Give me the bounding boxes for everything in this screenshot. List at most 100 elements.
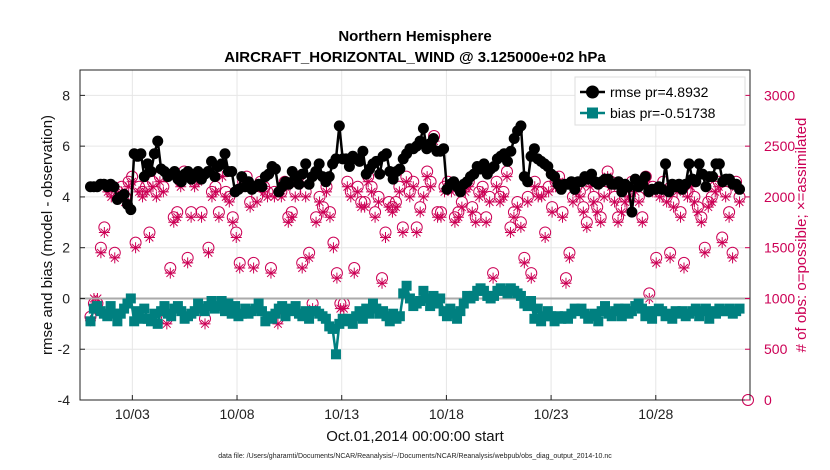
obs-assimilated-point	[501, 171, 513, 183]
bias-point	[226, 308, 237, 319]
y-right-tick-label: 500	[764, 341, 788, 357]
rmse-point	[639, 171, 651, 183]
bias-point	[156, 306, 167, 317]
obs-assimilated-point	[182, 257, 194, 269]
obs-assimilated-point	[251, 196, 263, 208]
bias-point	[677, 306, 688, 317]
rmse-point	[293, 178, 305, 190]
obs-assimilated-point	[248, 262, 260, 274]
bias-point	[549, 316, 560, 327]
obs-assimilated-point	[536, 191, 548, 203]
bias-point	[371, 303, 382, 314]
bias-point	[441, 311, 452, 322]
bias-point	[105, 301, 116, 312]
bias-point	[347, 318, 358, 329]
bias-point	[287, 306, 298, 317]
rmse-point	[660, 158, 672, 170]
obs-assimilated-point	[470, 216, 482, 228]
obs-assimilated-point	[636, 216, 648, 228]
bias-point	[394, 311, 405, 322]
obs-assimilated-point	[303, 252, 315, 264]
bias-point	[637, 303, 648, 314]
bias-point	[421, 293, 432, 304]
bias-point	[135, 313, 146, 324]
obs-assimilated-point	[664, 252, 676, 264]
rmse-point	[707, 171, 719, 183]
bias-point	[532, 303, 543, 314]
bias-point	[354, 306, 365, 317]
obs-assimilated-point	[98, 226, 110, 238]
rmse-point	[269, 163, 281, 175]
obs-assimilated-point	[95, 247, 107, 259]
bias-point	[546, 311, 557, 322]
bias-point	[159, 301, 170, 312]
obs-assimilated-point	[616, 206, 628, 218]
obs-assimilated-point	[425, 181, 437, 193]
bias-point	[458, 298, 469, 309]
bias-point	[445, 303, 456, 314]
bias-point	[351, 311, 362, 322]
obs-assimilated-point	[525, 272, 537, 284]
rmse-point	[313, 158, 325, 170]
bias-point	[468, 290, 479, 301]
bias-point	[300, 306, 311, 317]
x-axis-label: Oct.01,2014 00:00:00 start	[326, 428, 504, 445]
bias-point	[250, 303, 261, 314]
bias-point	[694, 311, 705, 322]
legend: rmse pr=4.8932 bias pr=-0.51738	[574, 76, 746, 126]
x-tick-label: 10/23	[534, 406, 569, 422]
bias-point	[216, 296, 227, 306]
bias-point	[166, 311, 177, 322]
bias-point	[626, 306, 637, 317]
obs-assimilated-point	[300, 191, 312, 203]
bias-point	[724, 303, 735, 314]
obs-assimilated-point	[619, 196, 631, 208]
obs-assimilated-point	[352, 186, 364, 198]
obs-assimilated-point	[223, 196, 235, 208]
bias-point	[206, 296, 217, 306]
obs-assimilated-point	[366, 186, 378, 198]
obs-assimilated-point	[515, 221, 527, 233]
obs-assimilated-point	[216, 171, 228, 183]
obs-assimilated-point	[504, 226, 516, 238]
y-axis-label: rmse and bias (model - observation)	[39, 115, 56, 355]
bias-point	[199, 306, 210, 317]
obs-assimilated-point	[511, 201, 523, 213]
obs-assimilated-point	[598, 191, 610, 203]
obs-assimilated-point	[702, 201, 714, 213]
bias-point	[172, 301, 183, 312]
obs-assimilated-point	[282, 216, 294, 228]
bias-point	[529, 313, 540, 324]
rmse-point	[108, 181, 120, 193]
x-tick-label: 10/28	[638, 406, 673, 422]
obs-assimilated-point	[629, 186, 641, 198]
obs-assimilated-point	[692, 206, 704, 218]
obs-assimilated-point	[473, 191, 485, 203]
rmse-point	[323, 171, 335, 183]
rmse-point	[152, 135, 164, 147]
obs-assimilated-point	[609, 196, 621, 208]
bias-point	[633, 298, 644, 309]
obs-assimilated-point	[168, 216, 180, 228]
obs-assimilated-point	[196, 211, 208, 223]
obs-assimilated-point	[227, 216, 239, 228]
rmse-point	[354, 155, 366, 167]
rmse-point	[226, 166, 238, 178]
obs-assimilated-point	[477, 186, 489, 198]
bias-point	[223, 298, 234, 309]
bias-point	[297, 311, 308, 322]
rmse-point	[522, 176, 534, 188]
bias-point	[526, 296, 537, 306]
rmse-point	[505, 145, 517, 157]
rmse-point	[219, 148, 231, 160]
obs-assimilated-point	[595, 216, 607, 228]
rmse-point	[374, 168, 386, 180]
rmse-point	[380, 148, 392, 160]
rmse-point	[125, 204, 137, 216]
bias-point	[280, 311, 291, 322]
obs-assimilated-point	[418, 191, 430, 203]
obs-assimilated-point	[341, 181, 353, 193]
rmse-point	[145, 166, 157, 178]
obs-assimilated-point	[699, 247, 711, 259]
obs-assimilated-point	[480, 216, 492, 228]
